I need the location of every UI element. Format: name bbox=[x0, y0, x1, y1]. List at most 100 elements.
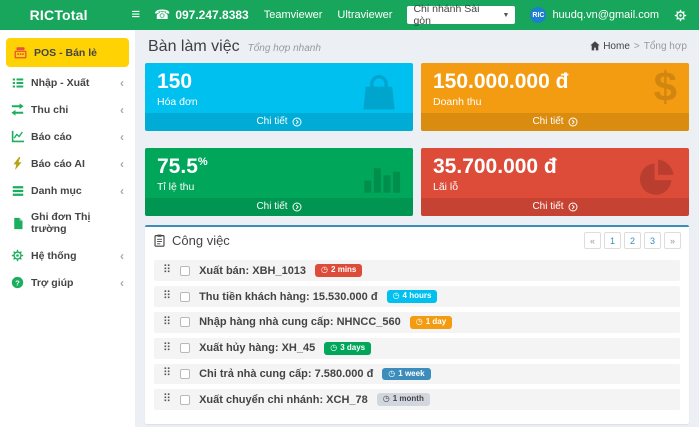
task-label: Xuất bán: XBH_1013 bbox=[199, 265, 306, 277]
time-badge: ◷ 1 day bbox=[410, 316, 452, 329]
clock-icon: ◷ bbox=[330, 344, 337, 353]
task-row: ⠿ Xuất chuyển chi nhánh: XCH_78 ◷ 1 mont… bbox=[154, 389, 680, 410]
stat-card-revenue: $ 150.000.000 đ Doanh thu Chi tiết bbox=[421, 63, 689, 131]
time-badge: ◷ 1 week bbox=[382, 368, 430, 381]
sidebar-item-label: Báo cáo AI bbox=[31, 158, 85, 170]
sidebar-item-label: Trợ giúp bbox=[31, 277, 73, 289]
lightning-bolt-icon bbox=[11, 157, 24, 170]
arrow-circle-right-icon bbox=[568, 117, 578, 127]
tasks-panel-header: Công việc « 1 2 3 » bbox=[145, 227, 689, 253]
list-icon bbox=[11, 184, 24, 197]
sidebar-item-bao-cao-ai[interactable]: Báo cáo AI ‹ bbox=[0, 150, 135, 177]
brand-logo[interactable]: RICTotal bbox=[0, 7, 117, 23]
time-badge: ◷ 4 hours bbox=[387, 290, 438, 303]
arrow-circle-right-icon bbox=[568, 202, 578, 212]
clipboard-icon bbox=[153, 234, 166, 247]
hotline-number: 097.247.8383 bbox=[175, 8, 248, 22]
pagination-prev[interactable]: « bbox=[584, 232, 601, 249]
top-navbar: RICTotal ≡ ☎ 097.247.8383 Teamviewer Ult… bbox=[0, 0, 699, 30]
user-menu[interactable]: RIC huudq.vn@gmail.com bbox=[530, 7, 659, 23]
pagination-next[interactable]: » bbox=[664, 232, 681, 249]
task-checkbox[interactable] bbox=[180, 343, 190, 353]
card-value: 35.700.000 đ bbox=[433, 154, 677, 179]
sidebar-toggle-icon[interactable]: ≡ bbox=[117, 0, 154, 30]
page-title: Bàn làm việc bbox=[148, 38, 240, 56]
task-row: ⠿ Nhập hàng nhà cung cấp: NHNCC_560 ◷ 1 … bbox=[154, 312, 680, 333]
task-checkbox[interactable] bbox=[180, 317, 190, 327]
sidebar-item-pos[interactable]: POS - Bán lẻ bbox=[6, 38, 129, 67]
drag-handle-icon[interactable]: ⠿ bbox=[163, 343, 171, 354]
chevron-left-icon: ‹ bbox=[120, 250, 124, 262]
ultraviewer-link[interactable]: Ultraviewer bbox=[337, 9, 392, 21]
task-label: Xuất chuyển chi nhánh: XCH_78 bbox=[199, 394, 368, 406]
chevron-left-icon: ‹ bbox=[120, 185, 124, 197]
sidebar-item-label: Ghi đơn Thị trường bbox=[31, 211, 124, 235]
pagination-page-2[interactable]: 2 bbox=[624, 232, 641, 249]
settings-gears-icon[interactable] bbox=[674, 9, 687, 22]
clock-icon: ◷ bbox=[393, 292, 400, 301]
stat-card-invoices: 150 Hóa đơn Chi tiết bbox=[145, 63, 413, 131]
card-label: Doanh thu bbox=[433, 96, 677, 108]
sidebar-item-danh-muc[interactable]: Danh mục ‹ bbox=[0, 177, 135, 204]
drag-handle-icon[interactable]: ⠿ bbox=[163, 394, 171, 405]
clock-icon: ◷ bbox=[321, 266, 328, 275]
clock-icon: ◷ bbox=[416, 318, 423, 327]
sidebar-item-tro-giup[interactable]: ? Trợ giúp ‹ bbox=[0, 269, 135, 296]
pagination-page-1[interactable]: 1 bbox=[604, 232, 621, 249]
time-badge: ◷ 3 days bbox=[324, 342, 371, 355]
pagination-page-3[interactable]: 3 bbox=[644, 232, 661, 249]
sidebar-item-thu-chi[interactable]: Thu chi ‹ bbox=[0, 96, 135, 123]
task-checkbox[interactable] bbox=[180, 369, 190, 379]
sidebar-item-he-thong[interactable]: Hệ thống ‹ bbox=[0, 242, 135, 269]
main-content: Bàn làm việc Tổng hợp nhanh Home > Tổng … bbox=[135, 30, 699, 427]
card-detail-link[interactable]: Chi tiết bbox=[145, 198, 413, 216]
pagination: « 1 2 3 » bbox=[584, 232, 681, 249]
chevron-left-icon: ‹ bbox=[120, 104, 124, 116]
question-circle-icon: ? bbox=[11, 276, 24, 289]
breadcrumb: Home > Tổng hợp bbox=[590, 41, 687, 52]
task-label: Thu tiền khách hàng: 15.530.000 đ bbox=[199, 291, 378, 303]
exchange-arrows-icon bbox=[11, 103, 24, 116]
phone-icon: ☎ bbox=[154, 7, 170, 23]
card-detail-link[interactable]: Chi tiết bbox=[421, 198, 689, 216]
list-icon bbox=[11, 76, 24, 89]
breadcrumb-separator: > bbox=[634, 41, 640, 52]
card-value: 75.5% bbox=[157, 154, 401, 179]
time-badge: ◷ 1 month bbox=[377, 393, 430, 406]
breadcrumb-home[interactable]: Home bbox=[590, 41, 630, 52]
tasks-panel-title: Công việc bbox=[153, 233, 230, 248]
task-row: ⠿ Chi trả nhà cung cấp: 7.580.000 đ ◷ 1 … bbox=[154, 364, 680, 385]
card-label: Tỉ lệ thu bbox=[157, 181, 401, 193]
chevron-down-icon: ▼ bbox=[503, 12, 510, 19]
sidebar-item-nhap-xuat[interactable]: Nhập - Xuất ‹ bbox=[0, 69, 135, 96]
card-detail-link[interactable]: Chi tiết bbox=[145, 113, 413, 131]
card-detail-link[interactable]: Chi tiết bbox=[421, 113, 689, 131]
svg-text:?: ? bbox=[15, 278, 20, 287]
task-label: Nhập hàng nhà cung cấp: NHNCC_560 bbox=[199, 316, 401, 328]
card-value: 150.000.000 đ bbox=[433, 69, 677, 94]
card-value: 150 bbox=[157, 69, 401, 94]
drag-handle-icon[interactable]: ⠿ bbox=[163, 368, 171, 379]
cash-register-icon bbox=[14, 46, 27, 59]
card-label: Lãi lỗ bbox=[433, 181, 677, 193]
sidebar-item-ghi-don[interactable]: Ghi đơn Thị trường bbox=[0, 204, 135, 242]
drag-handle-icon[interactable]: ⠿ bbox=[163, 265, 171, 276]
teamviewer-link[interactable]: Teamviewer bbox=[264, 9, 323, 21]
task-checkbox[interactable] bbox=[180, 266, 190, 276]
branch-select[interactable]: Chi nhánh Sài gòn ▼ bbox=[407, 6, 515, 24]
sidebar-item-bao-cao[interactable]: Báo cáo ‹ bbox=[0, 123, 135, 150]
stat-card-collection-rate: 75.5% Tỉ lệ thu Chi tiết bbox=[145, 148, 413, 216]
chevron-left-icon: ‹ bbox=[120, 158, 124, 170]
task-checkbox[interactable] bbox=[180, 395, 190, 405]
content-header: Bàn làm việc Tổng hợp nhanh Home > Tổng … bbox=[135, 30, 699, 63]
stat-cards: 150 Hóa đơn Chi tiết $ 150.000.000 đ Doa… bbox=[135, 63, 699, 216]
task-list: ⠿ Xuất bán: XBH_1013 ◷ 2 mins ⠿ Thu tiền… bbox=[145, 253, 689, 424]
document-icon bbox=[11, 217, 24, 230]
sidebar-item-label: Hệ thống bbox=[31, 250, 77, 262]
task-checkbox[interactable] bbox=[180, 292, 190, 302]
task-row: ⠿ Xuất bán: XBH_1013 ◷ 2 mins bbox=[154, 260, 680, 281]
drag-handle-icon[interactable]: ⠿ bbox=[163, 291, 171, 302]
task-label: Xuất hủy hàng: XH_45 bbox=[199, 342, 315, 354]
hotline: ☎ 097.247.8383 bbox=[154, 7, 249, 23]
drag-handle-icon[interactable]: ⠿ bbox=[163, 317, 171, 328]
